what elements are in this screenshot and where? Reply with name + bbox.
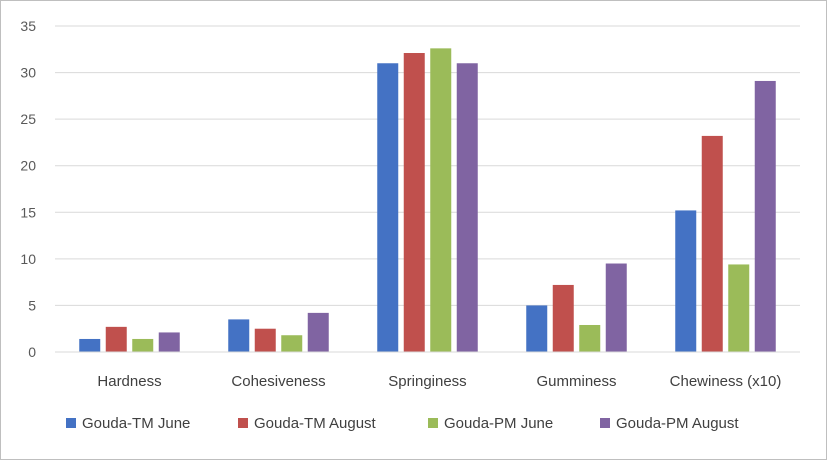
legend-label: Gouda-PM August [616, 415, 739, 432]
legend-label: Gouda-TM August [254, 415, 377, 432]
bar-cohesiveness-series-3 [307, 312, 329, 352]
legend-swatch [66, 418, 76, 428]
bar-gumminess-series-2 [579, 324, 601, 352]
x-category-label: Springiness [388, 373, 466, 390]
bar-gumminess-series-0 [526, 305, 548, 352]
x-axis-categories: Hardness Cohesiveness Springiness Gumminess… [97, 373, 781, 390]
legend-swatch [600, 418, 610, 428]
x-category-label: Chewiness (x10) [670, 373, 782, 390]
legend: Gouda-TM June Gouda-TM August Gouda-PM Jun… [66, 415, 739, 432]
y-tick-label: 25 [20, 111, 36, 127]
y-tick-label: 0 [28, 344, 36, 360]
bar-chewiness-x10-series-3 [754, 80, 776, 352]
bars [79, 48, 776, 353]
bar-cohesiveness-series-2 [281, 335, 303, 352]
bar-hardness-series-3 [158, 332, 180, 352]
x-category-label: Hardness [97, 373, 161, 390]
bar-hardness-series-2 [132, 338, 154, 352]
bar-gumminess-series-1 [552, 284, 574, 352]
bar-springiness-series-3 [456, 63, 478, 352]
bar-gumminess-series-3 [605, 263, 627, 352]
legend-label: Gouda-PM June [444, 415, 553, 432]
y-tick-label: 20 [20, 158, 36, 174]
bar-springiness-series-0 [377, 63, 399, 352]
y-tick-label: 15 [20, 204, 36, 220]
y-tick-label: 10 [20, 251, 36, 267]
x-category-label: Cohesiveness [231, 373, 325, 390]
bar-springiness-series-1 [403, 53, 425, 353]
bar-cohesiveness-series-1 [254, 328, 276, 352]
y-tick-label: 35 [20, 18, 36, 34]
y-axis-ticks: 0 5 10 15 20 25 30 35 [20, 18, 36, 360]
y-tick-label: 30 [20, 65, 36, 81]
bar-hardness-series-1 [105, 326, 127, 352]
bar-chewiness-x10-series-0 [675, 210, 697, 352]
legend-swatch [428, 418, 438, 428]
legend-swatch [238, 418, 248, 428]
legend-label: Gouda-TM June [82, 415, 190, 432]
bar-springiness-series-2 [430, 48, 452, 353]
bar-chewiness-x10-series-2 [728, 264, 750, 352]
x-category-label: Gumminess [536, 373, 616, 390]
y-tick-label: 5 [28, 297, 36, 313]
bar-hardness-series-0 [79, 338, 101, 352]
bar-cohesiveness-series-0 [228, 319, 250, 352]
bar-chewiness-x10-series-1 [701, 135, 723, 352]
